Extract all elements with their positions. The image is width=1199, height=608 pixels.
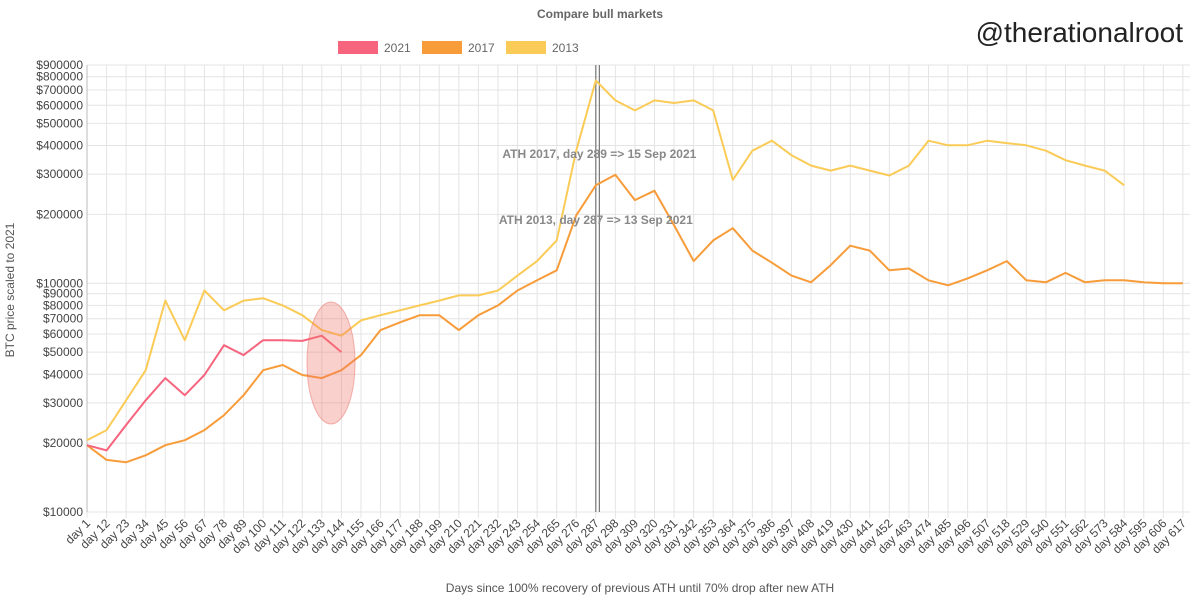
y-tick-label: $60000 (43, 327, 83, 341)
legend-label: 2017 (468, 41, 495, 55)
series-line (86, 334, 343, 452)
y-tick-label: $800000 (36, 70, 83, 84)
series-line (86, 173, 1183, 464)
annotation-text: ATH 2017, day 289 => 15 Sep 2021 (502, 147, 696, 161)
annotation-text: ATH 2013, day 287 => 13 Sep 2021 (499, 213, 693, 227)
y-tick-label: $10000 (43, 505, 83, 519)
y-tick-label: $50000 (43, 345, 83, 359)
legend-swatch (506, 41, 546, 54)
chart-title: Compare bull markets (537, 7, 663, 21)
legend-swatch (422, 41, 462, 54)
y-tick-label: $30000 (43, 396, 83, 410)
y-tick-label: $500000 (36, 116, 83, 130)
y-tick-label: $70000 (43, 312, 83, 326)
y-tick-label: $80000 (43, 298, 83, 312)
legend-swatch (338, 41, 378, 54)
y-tick-label: $40000 (43, 367, 83, 381)
y-tick-label: $20000 (43, 436, 83, 450)
y-tick-label: $700000 (36, 83, 83, 97)
y-tick-label: $400000 (36, 139, 83, 153)
plot-area: $10000$20000$30000$40000$50000$60000$700… (36, 58, 1190, 556)
y-tick-label: $100000 (36, 276, 83, 290)
y-tick-label: $600000 (36, 98, 83, 112)
highlight-ellipse (306, 301, 356, 425)
legend-label: 2021 (384, 41, 411, 55)
y-tick-label: $200000 (36, 207, 83, 221)
y-tick-label: $900000 (36, 58, 83, 72)
y-tick-label: $90000 (43, 287, 83, 301)
y-axis-label: BTC price scaled to 2021 (3, 222, 17, 357)
x-axis-label: Days since 100% recovery of previous ATH… (446, 581, 834, 595)
series-line (86, 79, 1125, 442)
y-tick-label: $300000 (36, 167, 83, 181)
watermark: @therationalroot (976, 17, 1184, 48)
legend-label: 2013 (552, 41, 579, 55)
